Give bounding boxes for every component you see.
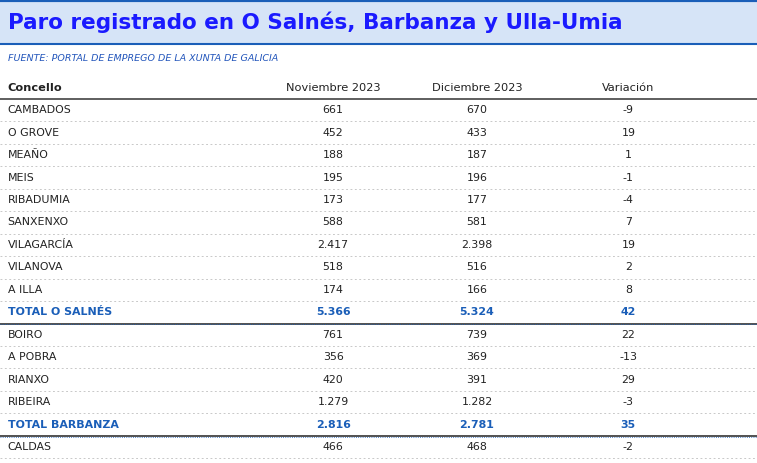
Text: SANXENXO: SANXENXO	[8, 218, 69, 227]
Text: BOIRO: BOIRO	[8, 330, 43, 340]
Text: 188: 188	[322, 150, 344, 160]
Text: 1: 1	[625, 150, 632, 160]
Text: VILANOVA: VILANOVA	[8, 263, 63, 272]
Text: 433: 433	[466, 128, 488, 138]
Text: 1.282: 1.282	[461, 397, 493, 407]
Text: 581: 581	[466, 218, 488, 227]
Text: CALDAS: CALDAS	[8, 442, 51, 452]
Text: FUENTE: PORTAL DE EMPREGO DE LA XUNTA DE GALICIA: FUENTE: PORTAL DE EMPREGO DE LA XUNTA DE…	[8, 54, 278, 63]
Text: 356: 356	[322, 352, 344, 362]
Text: TOTAL BARBANZA: TOTAL BARBANZA	[8, 419, 118, 430]
Text: CAMBADOS: CAMBADOS	[8, 105, 71, 115]
Text: 29: 29	[621, 375, 635, 385]
Text: Concello: Concello	[8, 82, 62, 93]
Text: Noviembre 2023: Noviembre 2023	[286, 82, 380, 93]
Text: A ILLA: A ILLA	[8, 285, 42, 295]
FancyBboxPatch shape	[0, 0, 757, 44]
Text: 166: 166	[466, 285, 488, 295]
Text: -4: -4	[623, 195, 634, 205]
Text: 5.366: 5.366	[316, 307, 350, 317]
Text: A POBRA: A POBRA	[8, 352, 56, 362]
Text: 187: 187	[466, 150, 488, 160]
Text: 2.417: 2.417	[317, 240, 349, 250]
Text: -1: -1	[623, 173, 634, 182]
Text: 2.816: 2.816	[316, 419, 350, 430]
Text: 35: 35	[621, 419, 636, 430]
Text: 177: 177	[466, 195, 488, 205]
Text: RIBADUMIA: RIBADUMIA	[8, 195, 70, 205]
Text: 420: 420	[322, 375, 344, 385]
Text: 22: 22	[621, 330, 635, 340]
Text: O GROVE: O GROVE	[8, 128, 59, 138]
Text: 661: 661	[322, 105, 344, 115]
Text: 468: 468	[466, 442, 488, 452]
Text: 2.398: 2.398	[461, 240, 493, 250]
Text: VILAGARCÍA: VILAGARCÍA	[8, 240, 73, 250]
Text: Paro registrado en O Salnés, Barbanza y Ulla-Umia: Paro registrado en O Salnés, Barbanza y …	[8, 11, 622, 32]
Text: 19: 19	[621, 240, 635, 250]
Text: -9: -9	[623, 105, 634, 115]
Text: 1.279: 1.279	[317, 397, 349, 407]
Text: 174: 174	[322, 285, 344, 295]
Text: 369: 369	[466, 352, 488, 362]
Text: 516: 516	[466, 263, 488, 272]
Text: 2.781: 2.781	[459, 419, 494, 430]
Text: 670: 670	[466, 105, 488, 115]
Text: 518: 518	[322, 263, 344, 272]
Text: -13: -13	[619, 352, 637, 362]
Text: 5.324: 5.324	[459, 307, 494, 317]
Text: -2: -2	[623, 442, 634, 452]
Text: -3: -3	[623, 397, 634, 407]
Text: 8: 8	[625, 285, 632, 295]
Text: 7: 7	[625, 218, 632, 227]
Text: MEAÑO: MEAÑO	[8, 150, 48, 160]
Text: TOTAL O SALNÉS: TOTAL O SALNÉS	[8, 307, 112, 317]
Text: 466: 466	[322, 442, 344, 452]
Text: 2: 2	[625, 263, 632, 272]
Text: RIBEIRA: RIBEIRA	[8, 397, 51, 407]
Text: RIANXO: RIANXO	[8, 375, 49, 385]
Text: MEIS: MEIS	[8, 173, 34, 182]
Text: 42: 42	[621, 307, 636, 317]
Text: Variación: Variación	[602, 82, 655, 93]
Text: 761: 761	[322, 330, 344, 340]
Text: 173: 173	[322, 195, 344, 205]
Text: 588: 588	[322, 218, 344, 227]
Text: 739: 739	[466, 330, 488, 340]
Text: 19: 19	[621, 128, 635, 138]
Text: 391: 391	[466, 375, 488, 385]
Text: 196: 196	[466, 173, 488, 182]
Text: 452: 452	[322, 128, 344, 138]
Text: Diciembre 2023: Diciembre 2023	[431, 82, 522, 93]
Text: 195: 195	[322, 173, 344, 182]
